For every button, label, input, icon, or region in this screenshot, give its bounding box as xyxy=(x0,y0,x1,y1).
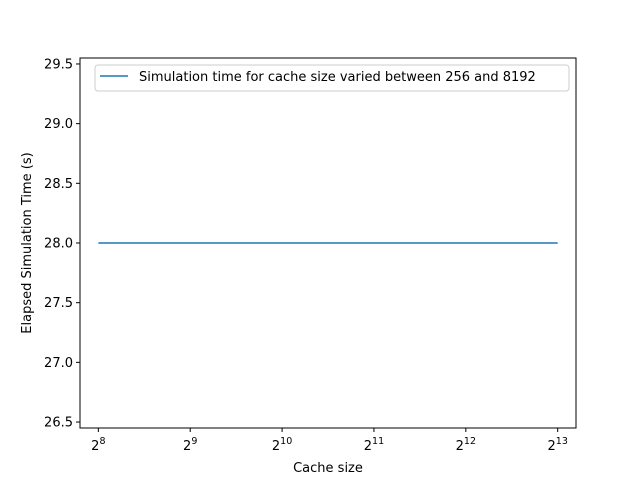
legend: Simulation time for cache size varied be… xyxy=(94,64,570,92)
y-tick-label: 29.0 xyxy=(44,117,73,132)
legend-box xyxy=(94,64,570,92)
plot-frame xyxy=(79,57,577,429)
x-tick-exponent: 9 xyxy=(191,436,197,447)
x-tick-label: 28 xyxy=(91,436,105,454)
y-tick-label: 27.0 xyxy=(44,356,73,371)
y-tick-label: 28.5 xyxy=(44,177,73,192)
x-tick-exponent: 12 xyxy=(464,436,476,447)
y-axis-title: Elapsed Simulation Time (s) xyxy=(20,152,35,333)
x-tick-base: 2 xyxy=(548,439,556,454)
x-tick-base: 2 xyxy=(272,439,280,454)
x-tick-label: 213 xyxy=(548,436,568,454)
x-tick-exponent: 13 xyxy=(556,436,568,447)
x-tick-label: 210 xyxy=(272,436,292,454)
y-tick-label: 28.0 xyxy=(44,237,73,252)
x-tick-label: 212 xyxy=(456,436,476,454)
x-axis-title: Cache size xyxy=(293,461,363,476)
x-tick-exponent: 8 xyxy=(99,436,105,447)
x-tick-exponent: 10 xyxy=(280,436,292,447)
y-tick-label: 27.5 xyxy=(44,296,73,311)
x-axis: 28 29 210 211 212 213 xyxy=(91,428,568,454)
x-tick-base: 2 xyxy=(456,439,464,454)
y-tick-label: 26.5 xyxy=(44,416,73,431)
x-tick-label: 211 xyxy=(364,436,384,454)
legend-label: Simulation time for cache size varied be… xyxy=(139,70,536,85)
x-tick-base: 2 xyxy=(364,439,372,454)
x-tick-exponent: 11 xyxy=(372,436,384,447)
y-tick-label: 29.5 xyxy=(44,57,73,72)
x-tick-label: 29 xyxy=(183,436,197,454)
x-tick-base: 2 xyxy=(91,439,99,454)
y-axis: 26.5 27.0 27.5 28.0 28.5 29.0 29.5 xyxy=(44,57,80,431)
x-tick-base: 2 xyxy=(183,439,191,454)
